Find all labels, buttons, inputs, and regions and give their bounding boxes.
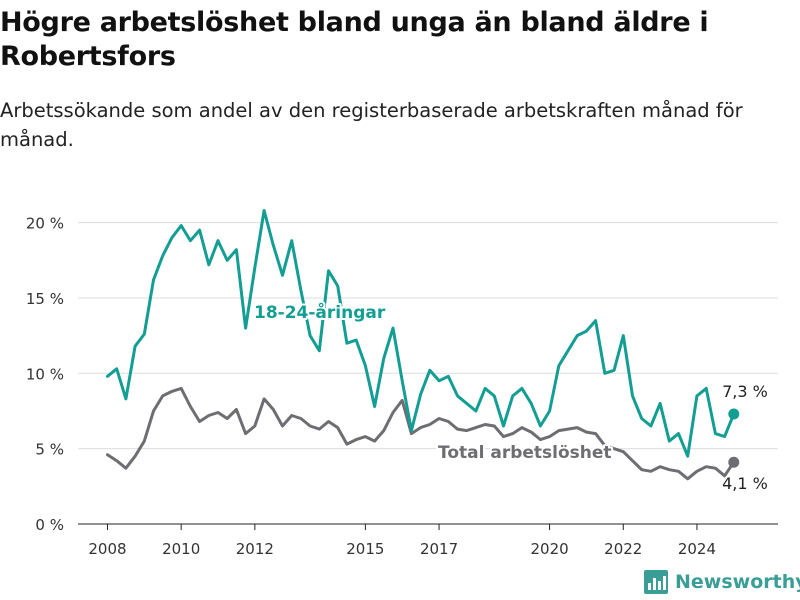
y-tick-label: 5 % (35, 441, 64, 459)
x-tick-label: 2024 (678, 540, 716, 558)
x-tick-label: 2022 (604, 540, 642, 558)
y-tick-label: 10 % (26, 365, 64, 383)
brand-logo: Newsworthy (644, 568, 800, 596)
x-tick-label: 2008 (88, 540, 126, 558)
end-point-unga-18-24 (728, 408, 740, 420)
series-label-total: Total arbetslöshet (438, 443, 612, 463)
x-tick-label: 2017 (420, 540, 458, 558)
end-label-total: 4,1 % (722, 474, 768, 493)
y-tick-label: 0 % (35, 516, 64, 534)
x-tick-label: 2012 (236, 540, 274, 558)
end-label-unga: 7,3 % (722, 382, 768, 401)
series-line-total-arbetsloshet (106, 386, 736, 481)
series-label-unga: 18-24-åringar (254, 301, 386, 323)
chart-title: Högre arbetslöshet bland unga än bland ä… (0, 7, 709, 72)
end-point-total-arbetsloshet (728, 456, 740, 468)
bar-chart-icon (644, 570, 668, 594)
brand-name: Newsworthy (675, 571, 800, 593)
y-tick-label: 15 % (26, 290, 64, 308)
x-tick-label: 2010 (162, 540, 200, 558)
series-line-unga-18-24 (106, 209, 736, 458)
x-tick-label: 2015 (346, 540, 384, 558)
chart-subtitle: Arbetssökande som andel av den registerb… (0, 99, 743, 151)
y-tick-label: 20 % (26, 215, 64, 233)
x-tick-label: 2020 (530, 540, 568, 558)
